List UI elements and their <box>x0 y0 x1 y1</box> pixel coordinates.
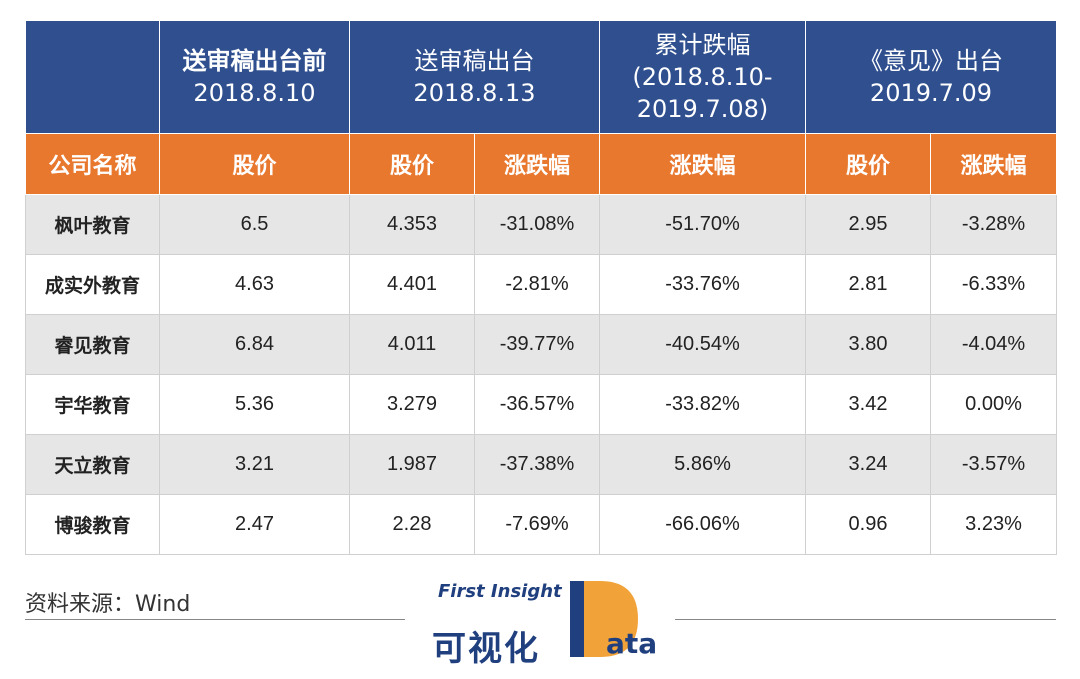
cell-price: 3.21 <box>159 434 350 495</box>
cell-change: -31.08% <box>474 194 600 255</box>
cell-change: -51.70% <box>599 194 806 255</box>
header-group-opinion: 《意见》出台 2019.7.09 <box>805 20 1057 134</box>
column-change-cumulative: 涨跌幅 <box>599 133 806 195</box>
cell-change: 5.86% <box>599 434 806 495</box>
cell-change: -4.04% <box>930 314 1057 375</box>
table-row: 天立教育 3.21 1.987 -37.38% 5.86% 3.24 -3.57… <box>25 434 1057 495</box>
cell-price: 2.28 <box>349 494 475 555</box>
column-price-before: 股价 <box>159 133 350 195</box>
header-group-draft: 送审稿出台 2018.8.13 <box>349 20 600 134</box>
footer-divider-right <box>675 619 1056 620</box>
source-note: 资料来源：Wind <box>25 592 191 617</box>
header-blank-cell <box>25 20 160 134</box>
cell-change: -36.57% <box>474 374 600 435</box>
brand-logo: First Insight 可视化 ata <box>430 575 657 675</box>
cell-change: -3.57% <box>930 434 1057 495</box>
cell-change: 0.00% <box>930 374 1057 435</box>
cell-change: -39.77% <box>474 314 600 375</box>
cell-company: 天立教育 <box>25 434 160 495</box>
cell-change: -2.81% <box>474 254 600 315</box>
cell-price: 3.279 <box>349 374 475 435</box>
cell-price: 4.353 <box>349 194 475 255</box>
cell-price: 2.47 <box>159 494 350 555</box>
cell-change: -33.76% <box>599 254 806 315</box>
cell-company: 博骏教育 <box>25 494 160 555</box>
cell-price: 4.63 <box>159 254 350 315</box>
table-row: 宇华教育 5.36 3.279 -36.57% -33.82% 3.42 0.0… <box>25 374 1057 435</box>
cell-change: -33.82% <box>599 374 806 435</box>
cell-price: 4.011 <box>349 314 475 375</box>
table-row: 博骏教育 2.47 2.28 -7.69% -66.06% 0.96 3.23% <box>25 494 1057 555</box>
logo-english-text: First Insight <box>438 581 562 602</box>
table-row: 枫叶教育 6.5 4.353 -31.08% -51.70% 2.95 -3.2… <box>25 194 1057 255</box>
cell-price: 6.5 <box>159 194 350 255</box>
cell-change: 3.23% <box>930 494 1057 555</box>
header-group-before: 送审稿出台前 2018.8.10 <box>159 20 350 134</box>
cell-price: 6.84 <box>159 314 350 375</box>
cell-company: 枫叶教育 <box>25 194 160 255</box>
data-d-logo-icon <box>570 581 638 657</box>
cell-price: 2.95 <box>805 194 931 255</box>
table-row: 睿见教育 6.84 4.011 -39.77% -40.54% 3.80 -4.… <box>25 314 1057 375</box>
cell-change: -66.06% <box>599 494 806 555</box>
column-change-draft: 涨跌幅 <box>474 133 600 195</box>
table-row: 成实外教育 4.63 4.401 -2.81% -33.76% 2.81 -6.… <box>25 254 1057 315</box>
cell-company: 睿见教育 <box>25 314 160 375</box>
cell-company: 成实外教育 <box>25 254 160 315</box>
cell-price: 3.42 <box>805 374 931 435</box>
logo-data-text: ata <box>606 627 658 660</box>
cell-company: 宇华教育 <box>25 374 160 435</box>
cell-price: 3.24 <box>805 434 931 495</box>
column-price-draft: 股价 <box>349 133 475 195</box>
footer-divider-left <box>25 619 405 620</box>
cell-price: 5.36 <box>159 374 350 435</box>
cell-price: 3.80 <box>805 314 931 375</box>
column-change-opinion: 涨跌幅 <box>930 133 1057 195</box>
cell-price: 1.987 <box>349 434 475 495</box>
cell-change: -40.54% <box>599 314 806 375</box>
cell-price: 0.96 <box>805 494 931 555</box>
cell-price: 4.401 <box>349 254 475 315</box>
column-company-name: 公司名称 <box>25 133 160 195</box>
column-price-opinion: 股价 <box>805 133 931 195</box>
cell-change: -37.38% <box>474 434 600 495</box>
cell-change: -7.69% <box>474 494 600 555</box>
cell-change: -3.28% <box>930 194 1057 255</box>
header-group-row: 送审稿出台前 2018.8.10 送审稿出台 2018.8.13 累计跌幅 (2… <box>25 20 1057 134</box>
header-column-row: 公司名称 股价 股价 涨跌幅 涨跌幅 股价 涨跌幅 <box>25 133 1057 195</box>
stock-price-table: 送审稿出台前 2018.8.10 送审稿出台 2018.8.13 累计跌幅 (2… <box>25 20 1057 555</box>
cell-change: -6.33% <box>930 254 1057 315</box>
cell-price: 2.81 <box>805 254 931 315</box>
logo-chinese-text: 可视化 <box>432 629 540 669</box>
header-group-cumulative: 累计跌幅 (2018.8.10- 2019.7.08) <box>599 20 806 134</box>
